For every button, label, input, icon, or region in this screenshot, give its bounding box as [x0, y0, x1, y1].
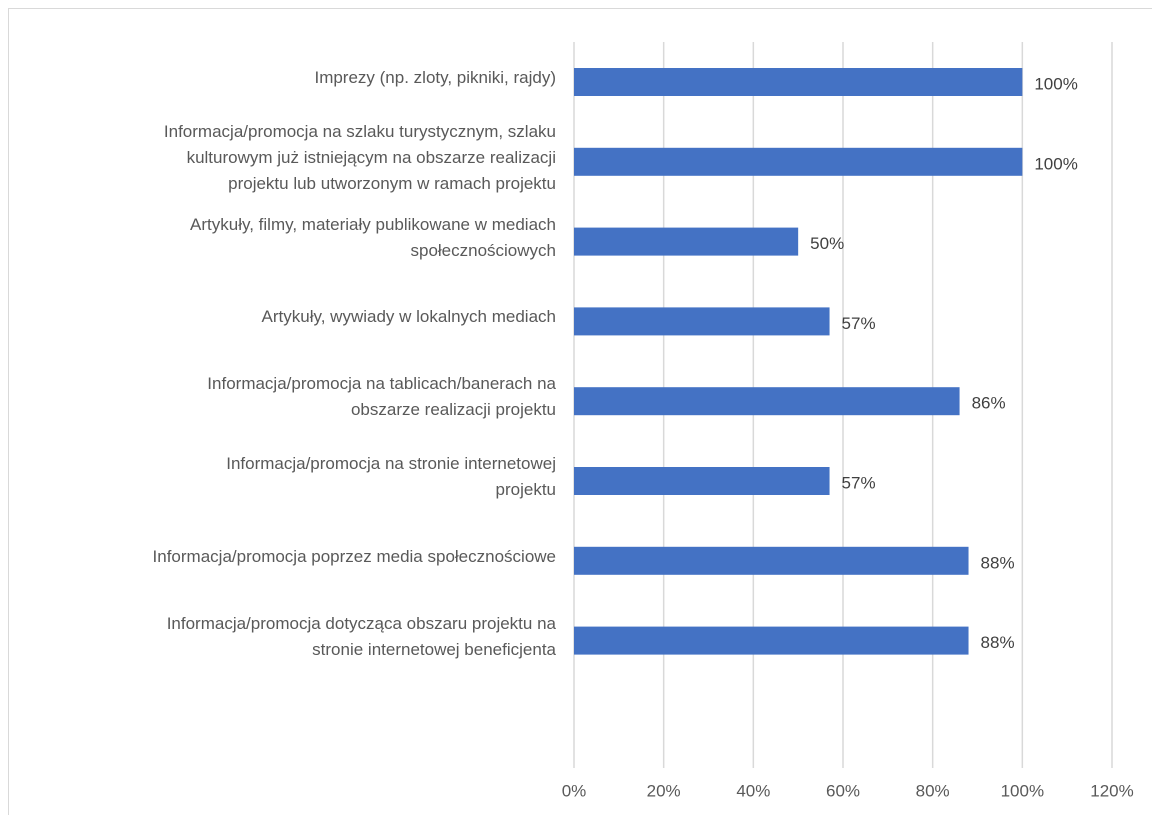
x-tick-label: 0%: [562, 781, 587, 800]
x-tick-label: 100%: [1001, 781, 1044, 800]
bar: [574, 546, 969, 575]
data-label: 100%: [1034, 154, 1077, 173]
y-tick-label: Informacja/promocja na stronie interneto…: [226, 454, 556, 499]
x-tick-label: 40%: [736, 781, 770, 800]
data-label: 57%: [842, 473, 876, 492]
chart-border: [8, 8, 1152, 815]
x-tick-label: 120%: [1090, 781, 1133, 800]
bar: [574, 467, 830, 495]
bar: [574, 307, 830, 336]
y-tick-label: Informacja/promocja dotycząca obszaru pr…: [166, 613, 556, 659]
data-label: 100%: [1034, 74, 1077, 93]
x-tick-label: 60%: [826, 781, 860, 800]
y-tick-label: Informacja/promocja poprzez media społec…: [152, 546, 556, 566]
bar: [574, 68, 1023, 96]
y-tick-label: Artykuły, wywiady w lokalnych mediach: [261, 307, 556, 327]
data-label: 88%: [981, 553, 1015, 572]
y-tick-label: Artykuły, filmy, materiały publikowane w…: [190, 214, 556, 260]
x-tick-label: 80%: [916, 781, 950, 800]
data-label: 88%: [981, 633, 1015, 652]
y-tick-label: Imprezy (np. zloty, pikniki, rajdy): [314, 68, 556, 87]
bar: [574, 387, 960, 416]
y-tick-label: Informacja/promocja na tablicach/banerac…: [207, 374, 556, 420]
x-tick-label: 20%: [647, 781, 681, 800]
bar: [574, 147, 1023, 176]
data-label: 50%: [810, 234, 844, 253]
data-label: 57%: [842, 314, 876, 333]
bar: [574, 626, 969, 655]
bar: [574, 227, 799, 256]
data-label: 86%: [972, 394, 1006, 413]
y-tick-label: Informacja/promocja na szlaku turystyczn…: [163, 121, 556, 193]
